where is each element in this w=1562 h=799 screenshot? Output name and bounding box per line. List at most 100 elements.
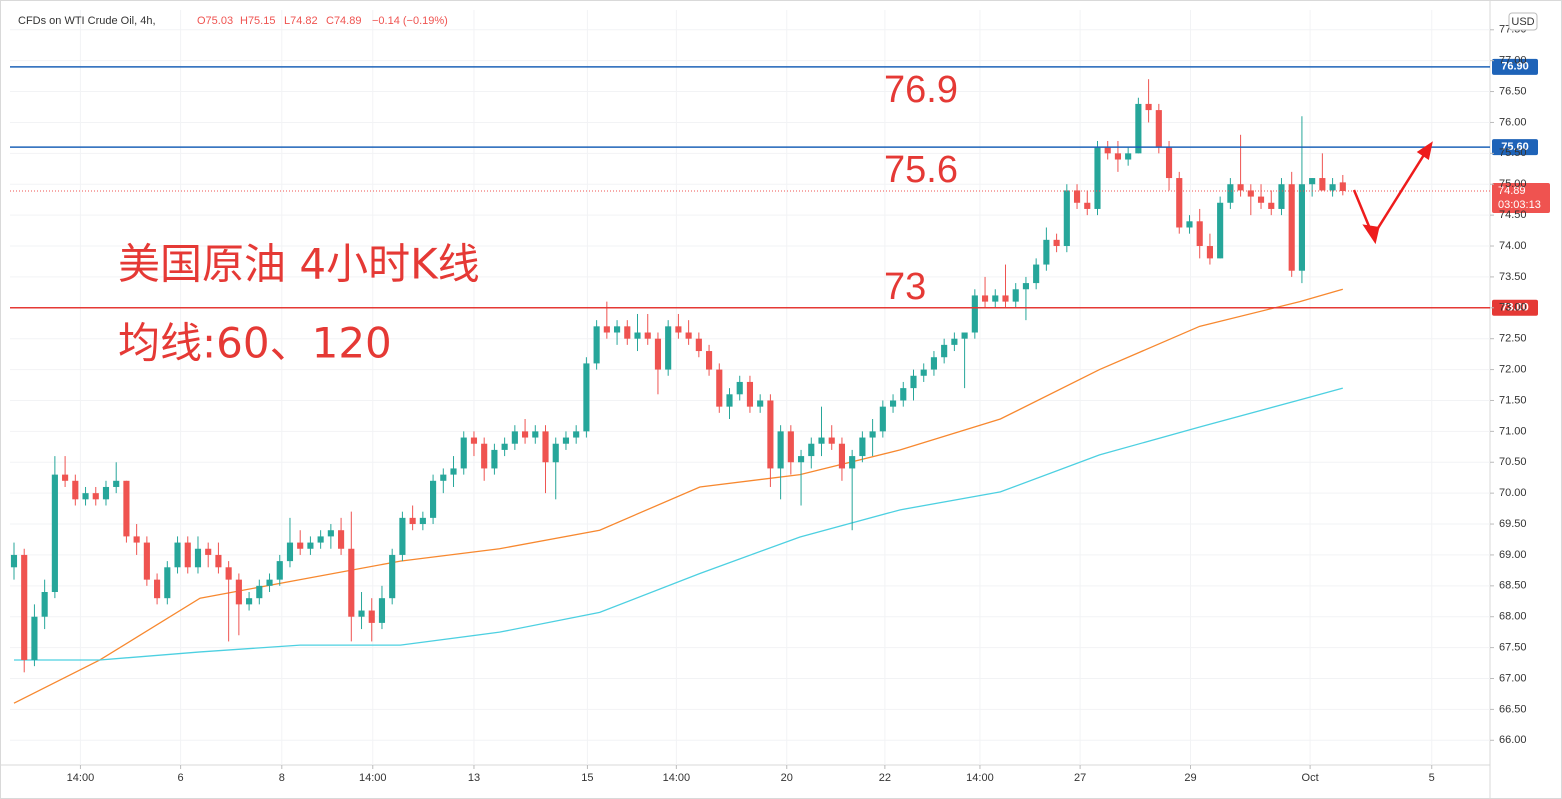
- candle-body: [1186, 221, 1193, 228]
- candle-body: [930, 357, 938, 370]
- candle-body: [389, 554, 396, 599]
- candle-body: [307, 542, 314, 549]
- y-tick-label: 67.00: [1499, 672, 1527, 684]
- x-tick-label: 5: [1429, 772, 1435, 784]
- candle-body: [82, 493, 89, 500]
- currency-box[interactable]: [1508, 12, 1538, 31]
- candle-body: [266, 579, 273, 586]
- candle-body: [154, 579, 161, 599]
- legend-value: O75.03: [197, 15, 233, 27]
- candle-body: [859, 437, 866, 457]
- axes: 66.00 66.50 67.00 67.50 68.00 68.50 69.00 69.50…: [67, 24, 1527, 784]
- moving-average-line: [13, 387, 1343, 661]
- candle-body: [51, 474, 58, 593]
- candle-body: [1268, 202, 1275, 209]
- candle-body: [21, 554, 28, 660]
- candle-body: [215, 554, 222, 568]
- candle-body: [1247, 190, 1254, 197]
- y-tick-label: 69.50: [1499, 518, 1527, 530]
- y-tick-label: 72.50: [1499, 333, 1527, 345]
- candle-body: [164, 567, 171, 599]
- candle-body: [1339, 182, 1346, 192]
- y-tick-label: 73.00: [1499, 302, 1527, 314]
- candle-body: [818, 437, 825, 444]
- candle-body: [1237, 184, 1244, 191]
- candle-body: [900, 388, 907, 401]
- x-tick-label: 29: [1184, 772, 1196, 784]
- candle-body: [10, 554, 18, 568]
- candle-body: [1319, 178, 1326, 191]
- candle-body: [72, 480, 79, 500]
- candle-body: [1145, 103, 1152, 111]
- y-tick-label: 67.50: [1499, 642, 1527, 654]
- candle-body: [562, 437, 570, 444]
- candle-body: [542, 431, 549, 463]
- currency: USD: [1511, 16, 1534, 28]
- forecast-arrow: [1352, 141, 1433, 245]
- candle-body: [256, 585, 263, 599]
- candle-body: [327, 530, 334, 537]
- candle-body: [297, 542, 304, 549]
- annotation: 76.9: [884, 69, 958, 111]
- candle-body: [368, 610, 375, 623]
- y-tick-label: 70.00: [1499, 487, 1527, 499]
- candle-body: [552, 443, 559, 463]
- candle-body: [1084, 202, 1091, 209]
- moving-average-line: [13, 288, 1343, 704]
- candle-body: [450, 468, 457, 475]
- candle-body: [736, 381, 743, 395]
- candle-body: [1125, 153, 1132, 160]
- candle-body: [961, 332, 968, 339]
- candle-body: [726, 394, 733, 407]
- candle-body: [634, 332, 641, 339]
- y-tick-label: 74.00: [1499, 240, 1527, 252]
- candle-body: [685, 332, 692, 339]
- candle-body: [143, 542, 150, 580]
- candle-body: [430, 480, 437, 518]
- candle-body: [174, 542, 181, 568]
- candle-body: [92, 493, 99, 500]
- candle-body: [583, 363, 590, 432]
- candle-body: [440, 474, 447, 481]
- x-tick-label: 15: [581, 772, 593, 784]
- candle-body: [787, 431, 794, 463]
- candle-body: [889, 400, 897, 407]
- candle-body: [225, 567, 232, 580]
- candle-body: [419, 517, 426, 525]
- candle-body: [828, 437, 835, 444]
- candle-body: [838, 443, 846, 469]
- candles: [10, 79, 1346, 673]
- x-tick-label: 8: [279, 772, 285, 784]
- candle-body: [757, 400, 764, 407]
- candle-body: [246, 598, 253, 605]
- x-tick-label: 20: [781, 772, 793, 784]
- ohlc-legend: O75.03 H75.15 L74.82 C74.89 −0.14 (−0.19…: [197, 15, 448, 27]
- candle-body: [910, 375, 917, 389]
- candle-body: [797, 456, 805, 463]
- y-tick-label: 66.00: [1499, 734, 1527, 746]
- candle-body: [276, 561, 283, 580]
- legend-value: −0.14 (−0.19%): [372, 15, 448, 27]
- candle-body: [532, 431, 539, 438]
- level-label: 75.60: [1501, 141, 1529, 153]
- candle-body: [1155, 110, 1162, 148]
- candle-body: [1227, 184, 1234, 203]
- candle-body: [1176, 178, 1183, 228]
- candle-body: [603, 326, 610, 333]
- candle-body: [205, 548, 212, 555]
- grid: [10, 10, 1490, 765]
- candle-body: [705, 351, 713, 370]
- countdown: 03:03:13: [1498, 199, 1541, 211]
- candle-body: [1135, 103, 1142, 154]
- candle-body: [491, 449, 498, 469]
- candle-body: [1329, 184, 1336, 191]
- y-tick-label: 71.50: [1499, 394, 1527, 406]
- legend-value: C74.89: [326, 15, 361, 27]
- candle-body: [470, 437, 478, 444]
- y-tick-label: 68.00: [1499, 611, 1527, 623]
- y-tick-label: 71.00: [1499, 425, 1527, 437]
- candle-body: [1033, 264, 1040, 284]
- candle-body: [654, 338, 662, 370]
- candle-body: [522, 431, 529, 438]
